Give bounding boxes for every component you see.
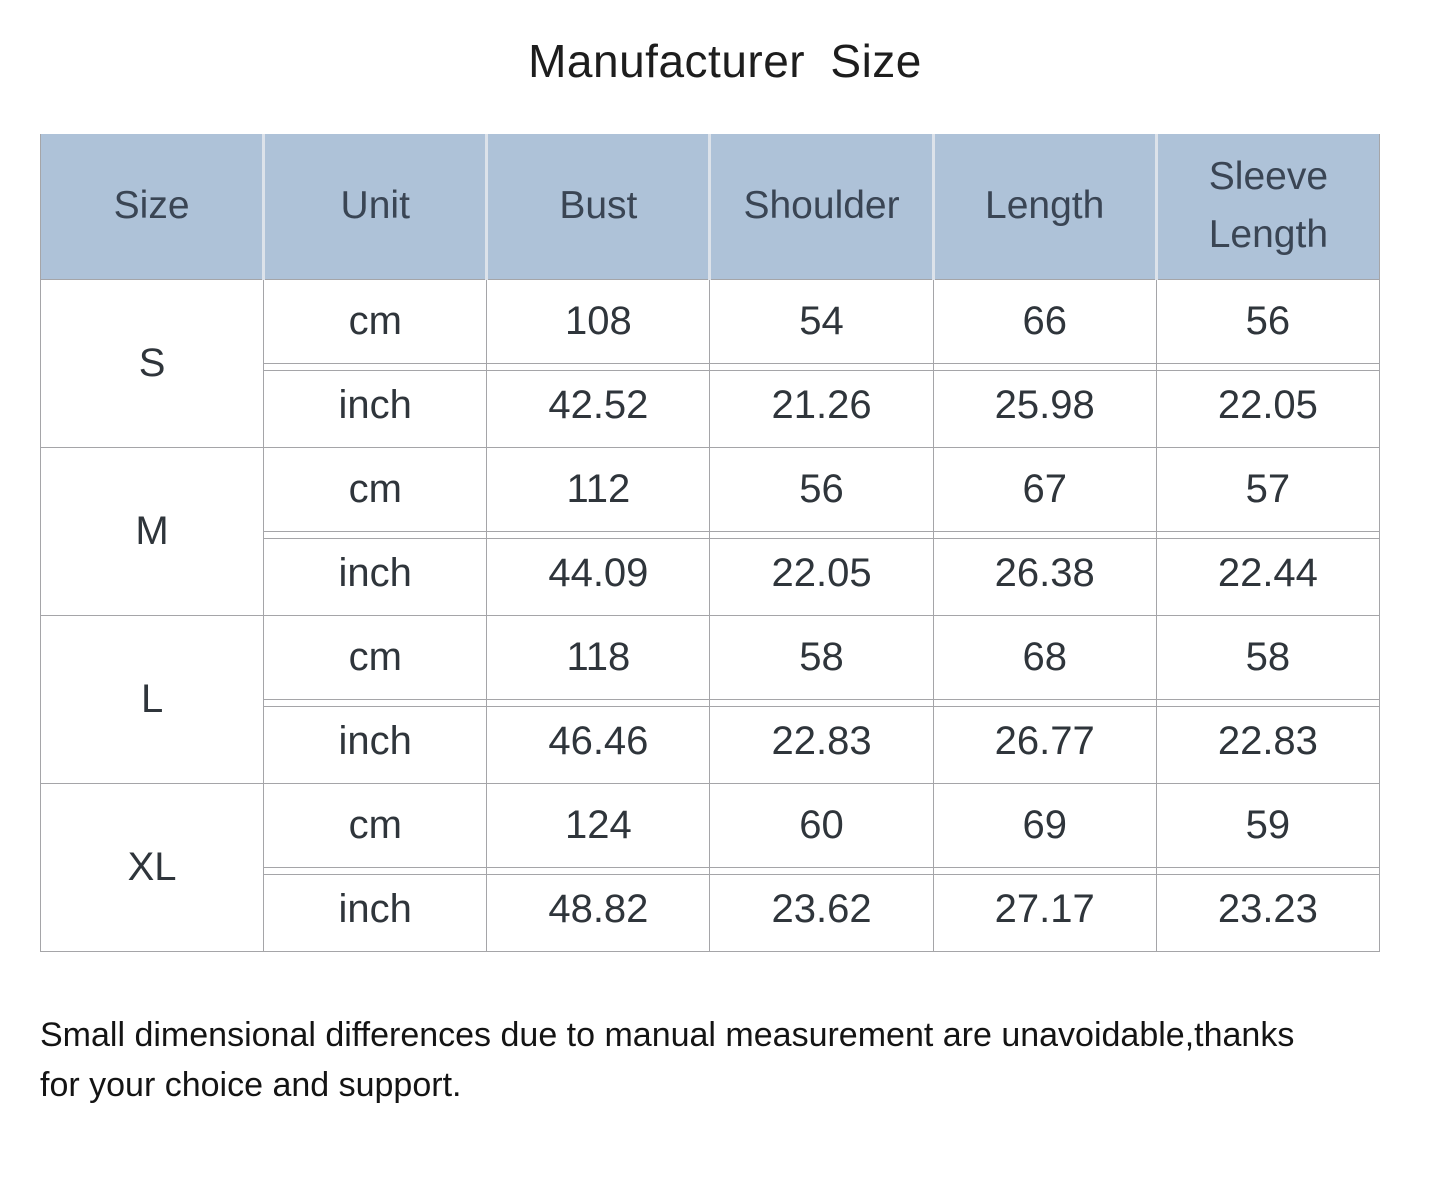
bust-cell: 112 bbox=[486, 446, 711, 532]
shoulder-cell: 22.05 bbox=[709, 530, 935, 616]
table-row: inch 44.09 22.05 26.38 22.44 bbox=[41, 530, 1381, 616]
size-group-l: L cm 118 58 68 58 inch 46.46 22.83 26.77… bbox=[39, 614, 1381, 784]
table-row: L cm 118 58 68 58 bbox=[39, 614, 1381, 784]
table-row: inch 48.82 23.62 27.17 23.23 bbox=[41, 866, 1381, 952]
length-cell: 67 bbox=[932, 446, 1157, 532]
size-group-s: S cm 108 54 66 56 inch 42.52 21.26 25.98… bbox=[39, 278, 1381, 448]
col-header-unit: Unit bbox=[262, 134, 487, 279]
sleeve-cell: 22.83 bbox=[1155, 698, 1381, 784]
bust-cell: 108 bbox=[486, 278, 711, 364]
length-cell: 66 bbox=[932, 278, 1157, 364]
size-table: Size Unit Bust Shoulder Length Sleeve Le… bbox=[39, 134, 1381, 952]
size-label: L bbox=[39, 614, 265, 784]
shoulder-cell: 60 bbox=[709, 782, 934, 868]
length-cell: 25.98 bbox=[932, 362, 1158, 448]
length-cell: 27.17 bbox=[932, 866, 1158, 952]
sleeve-cell: 22.05 bbox=[1155, 362, 1381, 448]
bust-cell: 48.82 bbox=[486, 866, 712, 952]
unit-cell: inch bbox=[263, 362, 488, 448]
unit-cell: cm bbox=[263, 614, 488, 700]
sleeve-cell: 58 bbox=[1155, 614, 1381, 700]
length-cell: 69 bbox=[932, 782, 1157, 868]
unit-cell: inch bbox=[263, 866, 488, 952]
disclaimer-text: Small dimensional differences due to man… bbox=[40, 1010, 1410, 1110]
shoulder-cell: 54 bbox=[709, 278, 934, 364]
length-cell: 68 bbox=[932, 614, 1157, 700]
length-cell: 26.38 bbox=[932, 530, 1158, 616]
length-cell: 26.77 bbox=[932, 698, 1158, 784]
size-label: XL bbox=[39, 782, 265, 952]
sleeve-cell: 23.23 bbox=[1155, 866, 1381, 952]
unit-cell: inch bbox=[263, 530, 488, 616]
header-row: Size Unit Bust Shoulder Length Sleeve Le… bbox=[39, 134, 1381, 279]
col-header-length: Length bbox=[931, 134, 1157, 279]
size-group-xl: XL cm 124 60 69 59 inch 48.82 23.62 27.1… bbox=[39, 782, 1381, 952]
col-header-sleeve-length: Sleeve Length bbox=[1154, 134, 1381, 279]
sleeve-cell: 59 bbox=[1155, 782, 1381, 868]
page-title: Manufacturer Size bbox=[528, 35, 922, 87]
sleeve-cell: 57 bbox=[1155, 446, 1381, 532]
col-header-bust: Bust bbox=[485, 134, 710, 279]
unit-cell: cm bbox=[263, 278, 488, 364]
shoulder-cell: 58 bbox=[709, 614, 934, 700]
table-row: S cm 108 54 66 56 bbox=[39, 278, 1381, 448]
shoulder-cell: 56 bbox=[709, 446, 934, 532]
shoulder-cell: 23.62 bbox=[709, 866, 935, 952]
unit-cell: cm bbox=[263, 782, 488, 868]
disclaimer-line-1: Small dimensional differences due to man… bbox=[40, 1015, 1295, 1054]
size-table-header: Size Unit Bust Shoulder Length Sleeve Le… bbox=[39, 134, 1381, 279]
table-row: inch 46.46 22.83 26.77 22.83 bbox=[41, 698, 1381, 784]
disclaimer-line-2: for your choice and support. bbox=[40, 1065, 462, 1104]
bust-cell: 42.52 bbox=[486, 362, 712, 448]
col-header-size: Size bbox=[39, 134, 264, 279]
size-label: M bbox=[39, 446, 265, 616]
table-row: M cm 112 56 67 57 bbox=[39, 446, 1381, 616]
unit-cell: cm bbox=[263, 446, 488, 532]
bust-cell: 124 bbox=[486, 782, 711, 868]
col-header-shoulder: Shoulder bbox=[708, 134, 934, 279]
size-label: S bbox=[39, 278, 265, 448]
table-row: XL cm 124 60 69 59 bbox=[39, 782, 1381, 952]
unit-cell: inch bbox=[263, 698, 488, 784]
bust-cell: 44.09 bbox=[486, 530, 712, 616]
shoulder-cell: 21.26 bbox=[709, 362, 935, 448]
bust-cell: 118 bbox=[486, 614, 711, 700]
sleeve-cell: 56 bbox=[1155, 278, 1381, 364]
table-row: inch 42.52 21.26 25.98 22.05 bbox=[41, 362, 1381, 448]
shoulder-cell: 22.83 bbox=[709, 698, 935, 784]
size-group-m: M cm 112 56 67 57 inch 44.09 22.05 26.38… bbox=[39, 446, 1381, 616]
bust-cell: 46.46 bbox=[486, 698, 712, 784]
sleeve-cell: 22.44 bbox=[1155, 530, 1381, 616]
